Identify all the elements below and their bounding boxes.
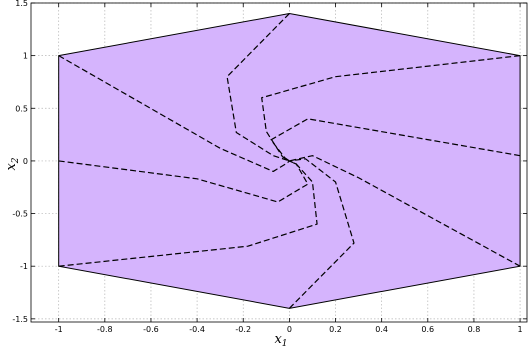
y-tick-label: -0.5 (12, 210, 28, 219)
x-tick-label: 0.8 (468, 325, 481, 334)
trajectory-line (288, 158, 355, 309)
y-axis-label: x2 (4, 157, 21, 170)
trajectory-line (58, 55, 290, 173)
x-tick-label: 0.6 (421, 325, 434, 334)
y-tick-label: -1 (20, 262, 28, 271)
trajectory-line (270, 118, 521, 162)
x-tick-marks (58, 3, 521, 322)
trajectory-line (261, 55, 521, 162)
y-tick-label: 1.5 (15, 0, 28, 8)
x-tick-label: 0.4 (375, 325, 388, 334)
trajectory-line (58, 160, 309, 203)
x-tick-label: 0.2 (329, 325, 342, 334)
x-tick-label: 1 (518, 325, 523, 334)
x-tick-labels: -1 -0.8 -0.6 -0.4 -0.2 0 0.2 0.4 0.6 0.8 1 (55, 325, 523, 334)
y-tick-label: 1 (23, 52, 28, 61)
x-tick-label: -1 (55, 325, 63, 334)
x-axis-label-subscript: 1 (282, 339, 288, 349)
x-axis-label-base: x (274, 332, 282, 347)
trajectory-line (226, 13, 290, 162)
trajectories (58, 13, 521, 309)
trajectory-line (58, 160, 318, 267)
x-axis-label: x1 (274, 332, 287, 349)
axes-frame (30, 2, 528, 323)
trajectory-line (289, 155, 521, 267)
y-axis-label-subscript: 2 (11, 157, 21, 164)
y-tick-label: 0 (23, 157, 28, 166)
x-tick-label: -0.2 (235, 325, 251, 334)
y-tick-labels: -1.5 -1 -0.5 0 0.5 1 1.5 (12, 0, 28, 324)
y-tick-label: 0.5 (15, 104, 28, 113)
y-axis-label-base: x (4, 163, 19, 171)
y-tick-marks (31, 2, 527, 320)
y-tick-label: -1.5 (12, 315, 28, 324)
x-tick-label: -0.4 (189, 325, 205, 334)
x-tick-label: -0.8 (97, 325, 113, 334)
x-tick-label: 0 (287, 325, 292, 334)
x-tick-label: -0.6 (143, 325, 159, 334)
